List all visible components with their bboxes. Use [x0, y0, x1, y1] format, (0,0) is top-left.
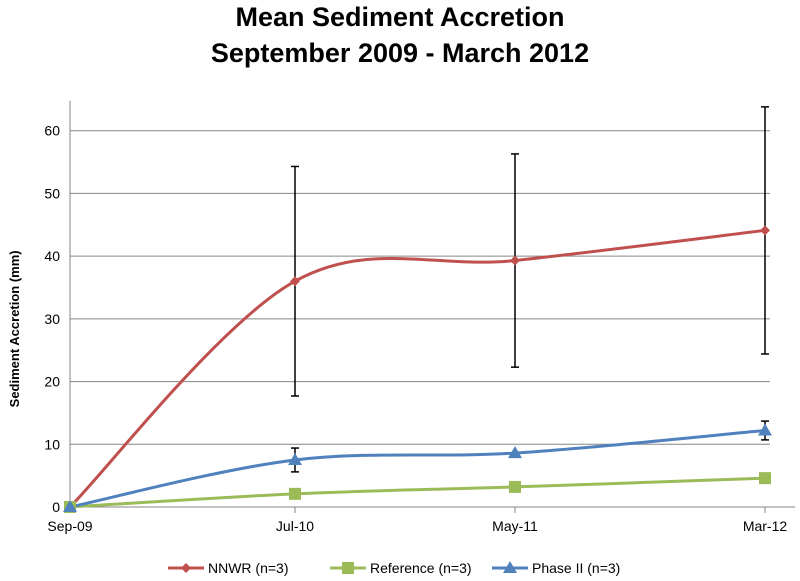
chart-title-line2: September 2009 - March 2012 — [210, 38, 590, 68]
x-tick-label: Mar-12 — [743, 518, 788, 534]
legend-label: NNWR (n=3) — [208, 560, 289, 576]
series-line-1 — [69, 476, 766, 509]
y-tick-label: 10 — [44, 436, 60, 452]
data-point — [289, 487, 301, 500]
data-point — [509, 480, 521, 493]
data-point — [510, 255, 520, 266]
data-point — [290, 276, 300, 287]
legend-label: Reference (n=3) — [370, 560, 472, 576]
y-tick-label: 60 — [44, 123, 60, 139]
series-line-0 — [68, 228, 766, 509]
y-axis-label: Sediment Accretion (mm) — [7, 250, 22, 407]
x-tick-label: May-11 — [492, 518, 538, 534]
x-tick-label: Jul-10 — [276, 518, 314, 534]
y-tick-label: 20 — [44, 374, 60, 390]
data-point — [63, 500, 77, 512]
x-tick-label: Sep-09 — [47, 518, 92, 534]
legend-label: Phase II (n=3) — [532, 560, 620, 576]
y-tick-label: 0 — [52, 499, 60, 515]
data-point — [759, 472, 771, 485]
data-point — [508, 446, 522, 459]
data-point — [758, 423, 772, 436]
y-tick-label: 40 — [44, 248, 60, 264]
y-tick-label: 50 — [44, 185, 60, 201]
data-point — [288, 452, 302, 465]
data-point — [760, 225, 770, 236]
series-line-2 — [69, 428, 766, 509]
legend-marker — [503, 561, 517, 573]
legend-marker — [181, 563, 191, 573]
chart-title-line1: Mean Sediment Accretion — [235, 2, 565, 32]
legend-marker — [342, 562, 354, 574]
y-tick-label: 30 — [44, 311, 60, 327]
